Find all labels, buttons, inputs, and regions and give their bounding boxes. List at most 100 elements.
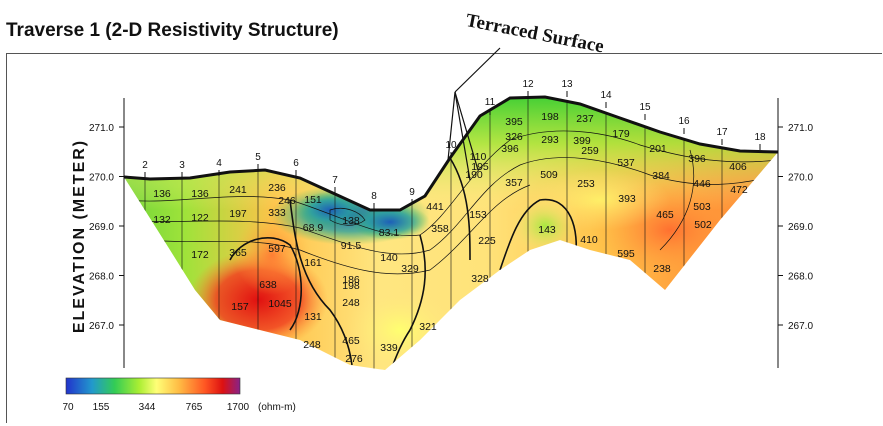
contour-label: 151 [304, 194, 322, 206]
surface-line [123, 95, 779, 212]
contour-label: 248 [342, 297, 360, 309]
contour-label: 110 [470, 151, 487, 163]
contour-label: 136 [191, 188, 209, 200]
station-label: 3 [179, 160, 185, 171]
contour-label: 537 [617, 157, 635, 169]
contour-label: 246 [278, 195, 296, 207]
contour-label: 393 [618, 193, 636, 205]
contour-label: 395 [505, 116, 523, 128]
contour-label: 503 [693, 201, 711, 213]
station-label: 10 [445, 140, 457, 151]
contour-label: 357 [505, 177, 523, 189]
station-label: 12 [522, 79, 534, 90]
contour-label: 399 [573, 135, 591, 147]
station-label: 11 [485, 97, 496, 108]
contour-label: 68.9 [303, 222, 324, 234]
contour-label: 597 [268, 243, 286, 255]
contour-label: 190 [465, 169, 483, 181]
contour-label: 237 [576, 113, 594, 125]
station-label: 15 [639, 102, 651, 113]
contour-label: 91.5 [341, 240, 362, 252]
station-label: 6 [293, 158, 299, 169]
contour-label: 328 [471, 273, 489, 285]
contour-label: 1045 [268, 298, 292, 310]
contour-label: 276 [345, 353, 363, 365]
terraced-pointer-lines [447, 47, 501, 181]
chart-title: Traverse 1 (2-D Resistivity Structure) [6, 20, 339, 41]
station-label: 16 [678, 116, 690, 127]
contour-label: 595 [617, 248, 635, 260]
station-label: 7 [332, 175, 338, 186]
contour-label: 365 [229, 247, 247, 259]
colorbar-ticks: 70 155 344 765 1700 (ohm-m) [62, 402, 295, 413]
y-ticks: 271.0 271.0 270.0 270.0 269.0 269.0 268.0 268.0… [89, 123, 813, 332]
contour-label: 321 [419, 321, 437, 333]
colorbar-tick-label: 155 [93, 402, 110, 413]
station-label: 8 [371, 191, 377, 202]
contour-label: 132 [153, 214, 171, 226]
station-label: 14 [600, 90, 612, 101]
plot-frame [6, 53, 882, 423]
contour-label: 201 [649, 143, 667, 155]
station-label: 2 [142, 160, 148, 171]
contour-label: 153 [469, 209, 487, 221]
contour-label: 238 [653, 263, 671, 275]
contour-label: 465 [342, 335, 360, 347]
contour-label: 333 [268, 207, 286, 219]
contour-label: 465 [656, 209, 674, 221]
contour-label: 172 [191, 249, 209, 261]
contour-label: 236 [268, 182, 286, 194]
colorbar-tick-label: 1700 [227, 402, 250, 413]
contour-label: 502 [694, 219, 712, 231]
colorbar-unit: (ohm-m) [258, 402, 296, 413]
colorbar-tick-label: 70 [62, 402, 74, 413]
station-markers: 2 3 4 5 6 7 8 9 10 11 12 13 14 15 16 17 18 [142, 79, 766, 209]
colorbar [65, 377, 241, 395]
contour-label: 136 [153, 188, 171, 200]
station-label: 13 [561, 79, 573, 90]
contour-label: 384 [652, 170, 670, 182]
y-tick-label-right: 267.0 [788, 321, 813, 332]
contour-label: 198 [541, 111, 559, 123]
contour-label: 293 [541, 134, 559, 146]
station-label: 9 [409, 187, 415, 198]
contour-label: 396 [501, 143, 519, 155]
contour-label: 259 [581, 145, 599, 157]
contour-label: 253 [577, 178, 595, 190]
y-axes [123, 98, 779, 368]
contour-label: 410 [580, 234, 598, 246]
y-tick-label-right: 269.0 [788, 222, 813, 233]
y-tick-label-left: 267.0 [89, 321, 114, 332]
station-label: 18 [754, 132, 766, 143]
contour-label: 446 [693, 178, 711, 190]
contour-label: 472 [730, 184, 748, 196]
y-tick-label-right: 270.0 [788, 173, 813, 184]
y-tick-label-left: 270.0 [89, 173, 114, 184]
contour-label: 140 [380, 252, 398, 264]
contour-label: 241 [229, 184, 247, 196]
contour-label: 406 [729, 161, 747, 173]
contour-label: 198 [342, 280, 360, 292]
contour-label: 131 [304, 311, 322, 323]
y-tick-label-right: 268.0 [788, 272, 813, 283]
contour-label: 179 [612, 128, 630, 140]
contour-label: 83.1 [379, 227, 400, 239]
contour-label: 248 [303, 339, 321, 351]
contour-label: 122 [191, 212, 209, 224]
contour-label: 186 [342, 274, 360, 286]
contour-label: 358 [431, 223, 449, 235]
y-tick-label-left: 268.0 [89, 272, 114, 283]
station-label: 17 [716, 127, 728, 138]
contour-label: 195 [471, 161, 489, 173]
contour-label: 396 [688, 153, 706, 165]
y-tick-label-right: 271.0 [788, 123, 813, 134]
contour-label: 161 [304, 257, 322, 269]
colorbar-tick-label: 344 [139, 402, 156, 413]
contour-label: 197 [229, 208, 247, 220]
contour-label: 157 [231, 301, 249, 313]
contour-label: 138 [342, 215, 360, 227]
colorbar-tick-label: 765 [186, 402, 203, 413]
contour-label: 509 [540, 169, 558, 181]
